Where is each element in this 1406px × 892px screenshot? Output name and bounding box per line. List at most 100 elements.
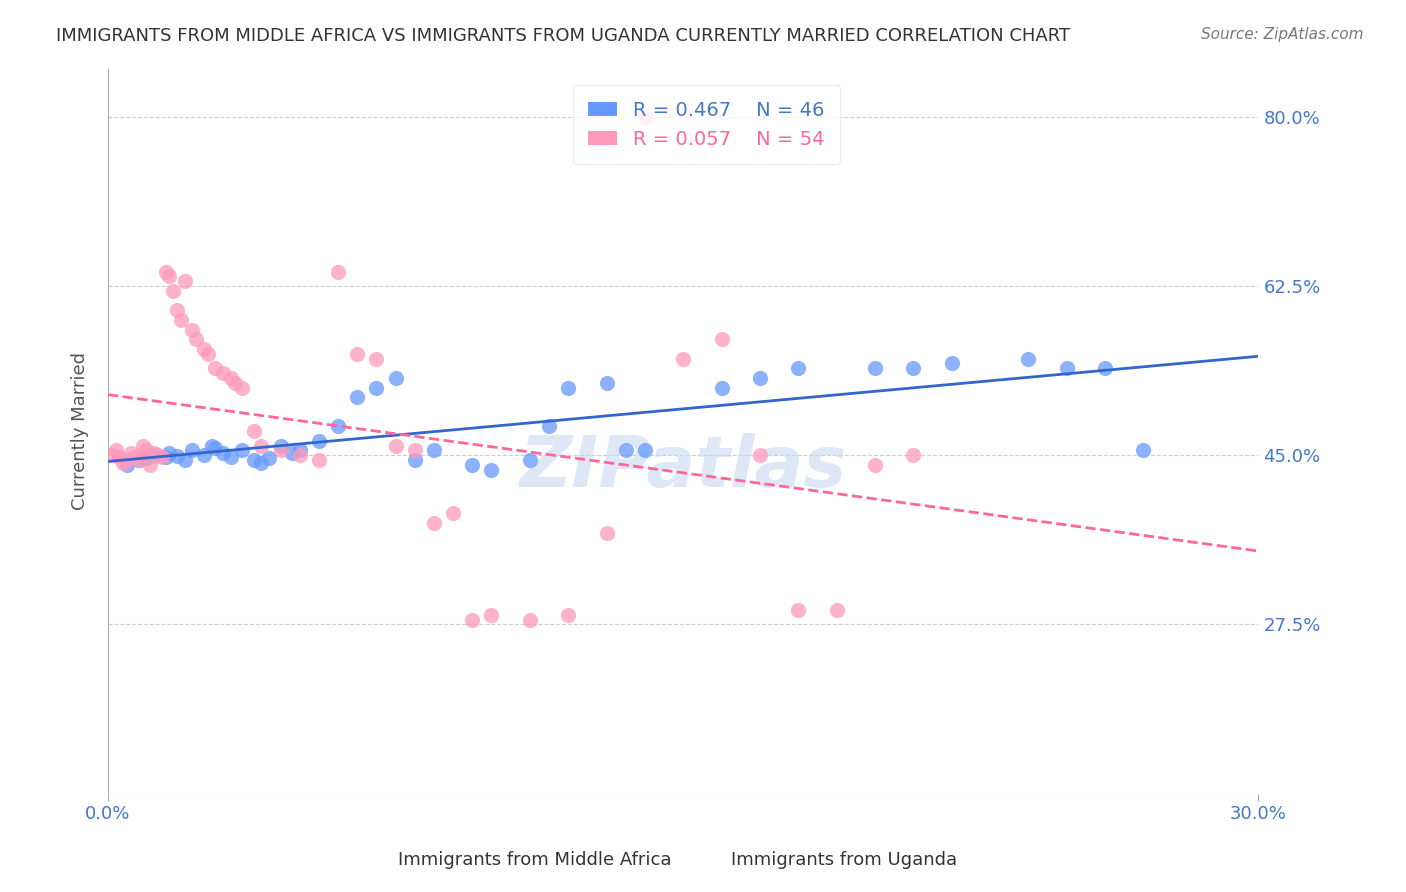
Point [614, 443, 637, 458]
Point [461, 613, 484, 627]
Point [115, 453, 138, 467]
Point [903, 361, 925, 376]
Point [124, 450, 146, 465]
Point [242, 424, 264, 438]
Point [537, 419, 560, 434]
Point [146, 448, 169, 462]
Point [193, 342, 215, 356]
Point [197, 347, 219, 361]
Point [212, 366, 235, 380]
Point [155, 450, 177, 465]
Point [166, 449, 188, 463]
Point [193, 448, 215, 462]
Point [219, 450, 242, 465]
Point [150, 450, 173, 465]
Point [519, 613, 541, 627]
Point [157, 446, 180, 460]
Point [200, 439, 222, 453]
Point [204, 361, 226, 376]
Point [748, 371, 770, 385]
Point [128, 453, 150, 467]
Point [461, 458, 484, 472]
Point [108, 450, 131, 465]
Point [404, 443, 426, 458]
Point [181, 443, 204, 458]
Point [481, 607, 503, 622]
Point [162, 284, 184, 298]
Point [481, 463, 503, 477]
Point [672, 351, 695, 366]
Point [595, 376, 617, 390]
Point [1017, 351, 1039, 366]
Point [366, 351, 388, 366]
Point [104, 443, 127, 458]
Point [308, 453, 330, 467]
Point [135, 443, 157, 458]
Point [143, 446, 166, 460]
Point [250, 439, 273, 453]
Point [101, 448, 124, 462]
Point [346, 347, 368, 361]
Text: IMMIGRANTS FROM MIDDLE AFRICA VS IMMIGRANTS FROM UGANDA CURRENTLY MARRIED CORREL: IMMIGRANTS FROM MIDDLE AFRICA VS IMMIGRA… [56, 27, 1070, 45]
Point [288, 448, 311, 462]
Point [710, 381, 733, 395]
Text: Immigrants from Uganda: Immigrants from Uganda [731, 851, 956, 869]
Point [270, 443, 292, 458]
Point [557, 381, 579, 395]
Point [173, 274, 195, 288]
Point [346, 390, 368, 404]
Point [186, 332, 208, 346]
Point [519, 453, 541, 467]
Point [595, 525, 617, 540]
Point [115, 458, 138, 472]
Point [903, 448, 925, 462]
Point [219, 371, 242, 385]
Point [634, 110, 657, 124]
Point [139, 458, 162, 472]
Point [423, 443, 446, 458]
Point [157, 269, 180, 284]
Point [181, 322, 204, 336]
Point [710, 332, 733, 346]
Point [441, 506, 464, 520]
Point [423, 516, 446, 530]
Point [204, 441, 226, 455]
Text: ZIPatlas: ZIPatlas [520, 433, 846, 502]
Point [257, 451, 280, 466]
Point [787, 361, 810, 376]
Point [166, 303, 188, 318]
Point [634, 443, 657, 458]
Point [170, 313, 193, 327]
Point [384, 439, 406, 453]
Point [250, 456, 273, 470]
Point [404, 453, 426, 467]
Point [288, 443, 311, 458]
Point [941, 356, 963, 370]
Point [128, 453, 150, 467]
Text: Immigrants from Middle Africa: Immigrants from Middle Africa [398, 851, 671, 869]
Point [1056, 361, 1078, 376]
Point [112, 456, 135, 470]
Point [748, 448, 770, 462]
Point [281, 446, 304, 460]
Text: Source: ZipAtlas.com: Source: ZipAtlas.com [1201, 27, 1364, 42]
Point [212, 446, 235, 460]
Point [825, 603, 848, 617]
Point [787, 603, 810, 617]
Point [131, 439, 153, 453]
Point [557, 607, 579, 622]
Point [120, 446, 142, 460]
Point [231, 443, 253, 458]
Point [308, 434, 330, 448]
Point [1094, 361, 1116, 376]
Point [366, 381, 388, 395]
Y-axis label: Currently Married: Currently Married [72, 352, 89, 510]
Point [224, 376, 246, 390]
Point [270, 439, 292, 453]
Legend: R = 0.467    N = 46, R = 0.057    N = 54: R = 0.467 N = 46, R = 0.057 N = 54 [572, 86, 839, 164]
Point [231, 381, 253, 395]
Point [173, 453, 195, 467]
Point [1132, 443, 1154, 458]
Point [384, 371, 406, 385]
Point [143, 448, 166, 462]
